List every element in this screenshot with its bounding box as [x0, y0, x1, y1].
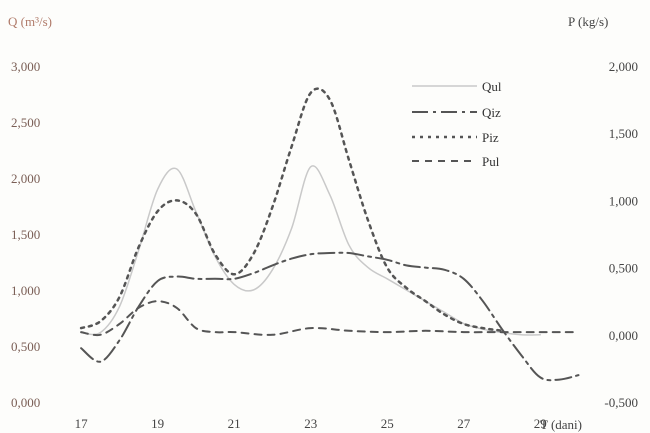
x-tick-label: 17	[75, 416, 89, 431]
x-tick-label: 23	[304, 416, 317, 431]
legend-label-qul: Qul	[482, 79, 502, 94]
x-tick-label: 25	[381, 416, 394, 431]
legend: Qul Qiz Piz Pul	[412, 79, 502, 169]
x-tick-label: 27	[457, 416, 471, 431]
legend-item-pul: Pul	[412, 154, 500, 169]
legend-item-qul: Qul	[412, 79, 502, 94]
legend-label-piz: Piz	[482, 130, 499, 145]
right-y-tick-label: 0,000	[609, 328, 638, 343]
right-y-tick-label: -0,500	[604, 395, 638, 410]
x-tick-label: 21	[228, 416, 241, 431]
series-line-qiz	[80, 251, 580, 382]
right-y-tick-label: 2,000	[609, 59, 638, 74]
right-y-tick-label: 1,500	[609, 126, 638, 141]
x-tick-label: 19	[151, 416, 164, 431]
series-line-pul	[80, 300, 580, 337]
series-layer	[79, 87, 580, 382]
legend-item-piz: Piz	[412, 130, 499, 145]
left-y-tick-label: 1,500	[11, 227, 40, 242]
x-tick-label: 29	[534, 416, 547, 431]
left-y-tick-label: 2,000	[11, 171, 40, 186]
right-y-tick-label: 0,500	[609, 261, 638, 276]
left-y-tick-label: 1,000	[11, 283, 40, 298]
left-y-tick-label: 0,500	[11, 339, 40, 354]
left-y-tick-label: 3,000	[11, 59, 40, 74]
left-axis-label: Q (m³/s)	[8, 14, 52, 29]
x-axis-ticks: 17 19 21 23 25 27 29	[75, 416, 547, 431]
legend-label-pul: Pul	[482, 154, 500, 169]
x-axis-label: T (dani)	[540, 417, 582, 432]
legend-label-qiz: Qiz	[482, 105, 501, 120]
right-axis-label: P (kg/s)	[568, 14, 608, 29]
right-y-tick-label: 1,000	[609, 193, 638, 208]
right-axis-ticks: -0,500 0,000 0,500 1,000 1,500 2,000	[604, 59, 638, 410]
left-y-tick-label: 0,000	[11, 395, 40, 410]
left-y-tick-label: 2,500	[11, 115, 40, 130]
series-line-piz	[79, 87, 504, 333]
left-axis-ticks: 0,000 0,500 1,000 1,500 2,000 2,500 3,000	[11, 59, 40, 410]
legend-item-qiz: Qiz	[412, 105, 501, 120]
series-line-qul	[80, 165, 542, 336]
